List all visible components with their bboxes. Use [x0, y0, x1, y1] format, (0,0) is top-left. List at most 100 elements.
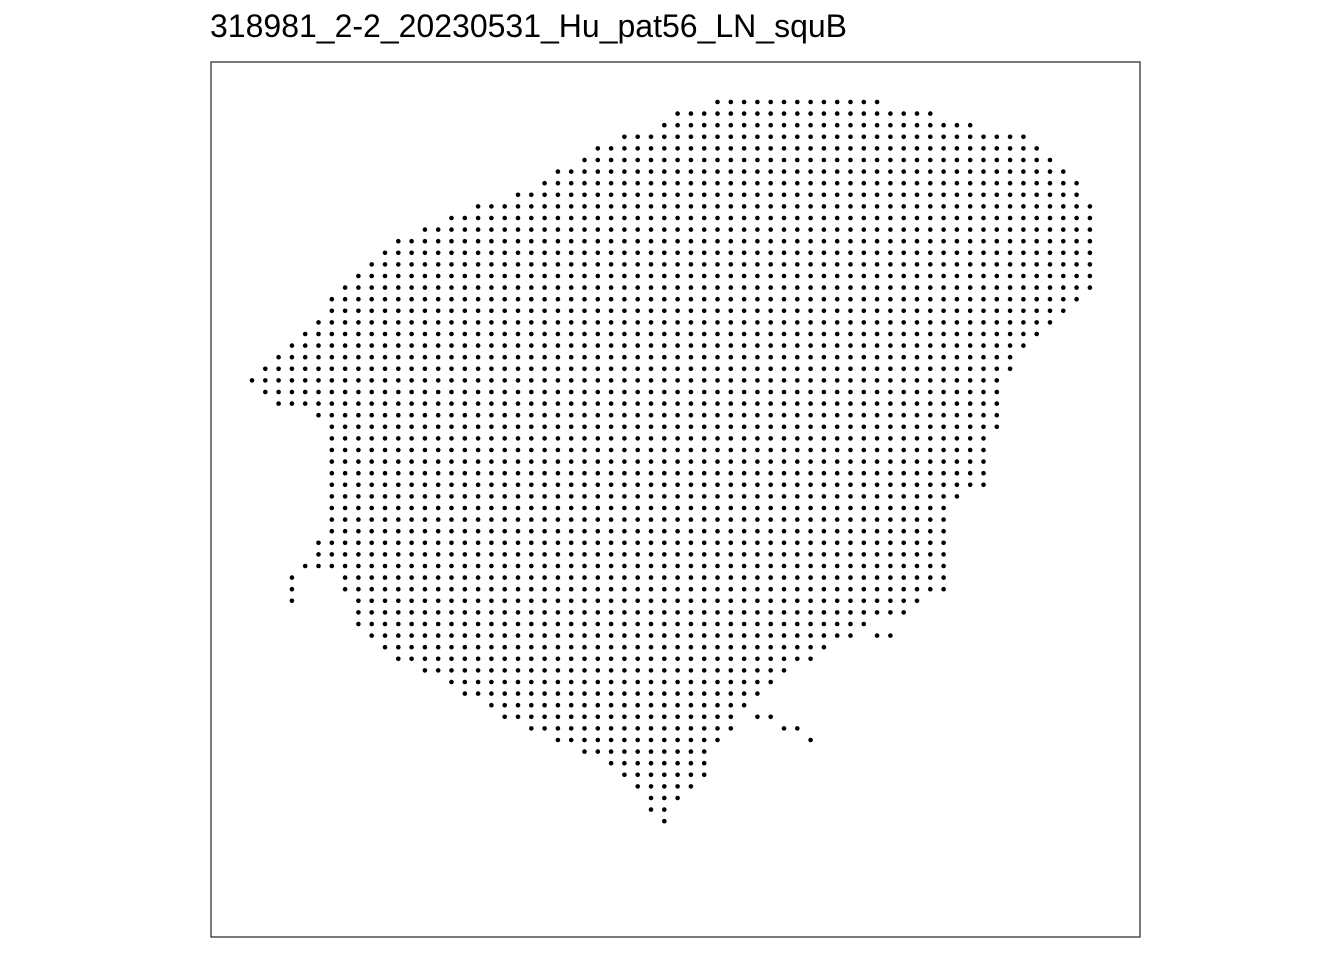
spot-point: [662, 691, 667, 696]
spot-point: [994, 331, 1000, 337]
spot-point: [568, 644, 574, 650]
spot-point: [662, 204, 667, 209]
spot-point: [888, 459, 893, 464]
spot-point: [928, 180, 933, 186]
spot-point: [808, 436, 813, 441]
spot-point: [608, 204, 614, 209]
spot-point: [622, 540, 627, 546]
spot-point: [967, 354, 973, 360]
spot-point: [502, 505, 508, 511]
spot-point: [675, 169, 680, 174]
spot-point: [542, 401, 547, 406]
spot-point: [755, 273, 760, 279]
spot-point: [396, 482, 401, 488]
spot-point: [356, 412, 361, 418]
spot-point: [981, 238, 986, 244]
spot-point: [834, 169, 840, 174]
spot-point: [289, 401, 295, 406]
spot-point: [475, 610, 481, 615]
spot-point: [662, 122, 667, 128]
spot-point: [635, 714, 640, 720]
spot-point: [1021, 331, 1026, 337]
spot-point: [409, 528, 414, 534]
spot-point: [595, 378, 601, 383]
spot-point: [715, 354, 720, 360]
spot-point: [861, 227, 867, 232]
spot-point: [688, 482, 694, 488]
spot-point: [728, 610, 734, 615]
spot-point: [861, 447, 867, 453]
spot-point: [728, 563, 734, 569]
spot-point: [422, 424, 428, 430]
spot-point: [688, 436, 694, 441]
spot-point: [568, 505, 574, 511]
spot-point: [555, 296, 561, 302]
spot-point: [382, 528, 388, 534]
spot-point: [449, 343, 454, 348]
spot-point: [888, 354, 893, 360]
spot-point: [834, 215, 840, 221]
spot-point: [329, 552, 335, 557]
spot-point: [928, 378, 933, 383]
spot-point: [449, 378, 454, 383]
spot-point: [648, 656, 654, 662]
spot-point: [342, 401, 348, 406]
spot-point: [701, 354, 707, 360]
spot-point: [675, 772, 680, 778]
spot-point: [382, 285, 388, 290]
spot-point: [622, 644, 627, 650]
spot-point: [821, 169, 827, 174]
spot-point: [954, 412, 960, 418]
spot-point: [928, 215, 933, 221]
spot-point: [848, 505, 853, 511]
spot-point: [369, 540, 375, 546]
spot-point: [834, 436, 840, 441]
spot-point: [449, 633, 454, 638]
spot-point: [422, 378, 428, 383]
spot-point: [848, 436, 853, 441]
spot-point: [382, 633, 388, 638]
spot-point: [741, 528, 747, 534]
spot-point: [369, 610, 375, 615]
spot-point: [755, 436, 760, 441]
spot-point: [675, 691, 680, 696]
spot-point: [928, 575, 933, 580]
spot-point: [781, 320, 787, 325]
spot-point: [874, 378, 880, 383]
spot-point: [728, 575, 734, 580]
spot-point: [1074, 250, 1079, 256]
spot-point: [755, 679, 760, 685]
spot-point: [396, 517, 401, 522]
spot-point: [1034, 308, 1039, 314]
spot-point: [728, 238, 734, 244]
spot-point: [741, 238, 747, 244]
spot-point: [489, 343, 494, 348]
spot-point: [688, 598, 694, 604]
spot-point: [701, 691, 707, 696]
spot-point: [515, 285, 521, 290]
spot-point: [1061, 180, 1066, 186]
spot-point: [648, 157, 654, 163]
spot-point: [648, 575, 654, 580]
spot-point: [928, 331, 933, 337]
spot-point: [755, 238, 760, 244]
spot-point: [369, 552, 375, 557]
spot-point: [489, 378, 494, 383]
spot-point: [382, 447, 388, 453]
spot-point: [874, 146, 880, 151]
spot-point: [914, 598, 920, 604]
spot-point: [741, 517, 747, 522]
spot-point: [555, 192, 561, 198]
spot-point: [555, 470, 561, 476]
spot-point: [781, 308, 787, 314]
spot-point: [435, 378, 441, 383]
spot-point: [715, 737, 720, 743]
spot-point: [462, 470, 468, 476]
spot-point: [768, 308, 773, 314]
spot-point: [529, 505, 534, 511]
spot-point: [888, 227, 893, 232]
spot-point: [795, 424, 800, 430]
spot-point: [755, 354, 760, 360]
spot-point: [701, 702, 707, 708]
spot-point: [848, 146, 853, 151]
